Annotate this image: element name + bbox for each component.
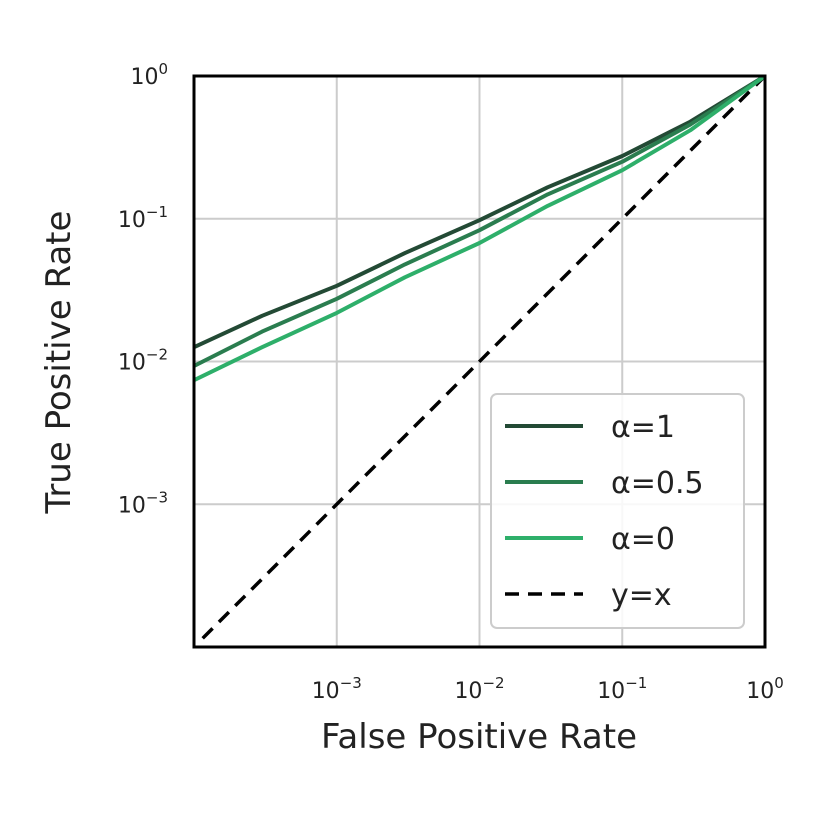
- legend-label: α=0.5: [611, 466, 704, 501]
- legend-label: α=0: [611, 522, 675, 557]
- series-line: [194, 76, 765, 368]
- y-axis-label: True Positive Rate: [39, 211, 79, 515]
- y-tick-label: 10−1: [118, 203, 168, 233]
- y-tick-label: 10−2: [118, 346, 168, 376]
- series-layer: [194, 76, 765, 640]
- series-line: [194, 76, 765, 350]
- x-tick-label: 10−3: [312, 674, 362, 704]
- x-axis-label: False Positive Rate: [321, 717, 637, 757]
- y-tick-label: 100: [130, 60, 168, 90]
- series-line: [194, 76, 765, 382]
- plot-frame: [192, 74, 767, 649]
- x-tick-labels: 10−3 10−2 10−1 100: [312, 674, 784, 704]
- x-tick-label: 100: [746, 674, 784, 704]
- y-tick-labels: 10−3 10−2 10−1 100: [118, 60, 168, 518]
- x-tick-label: 10−1: [597, 674, 647, 704]
- legend: α=1 α=0.5 α=0 y=x: [490, 393, 745, 629]
- legend-label: y=x: [611, 578, 672, 613]
- legend-label: α=1: [611, 410, 675, 445]
- x-tick-label: 10−2: [454, 674, 504, 704]
- legend-box: [490, 393, 745, 629]
- identity-line: [201, 76, 765, 640]
- y-tick-label: 10−3: [118, 488, 168, 518]
